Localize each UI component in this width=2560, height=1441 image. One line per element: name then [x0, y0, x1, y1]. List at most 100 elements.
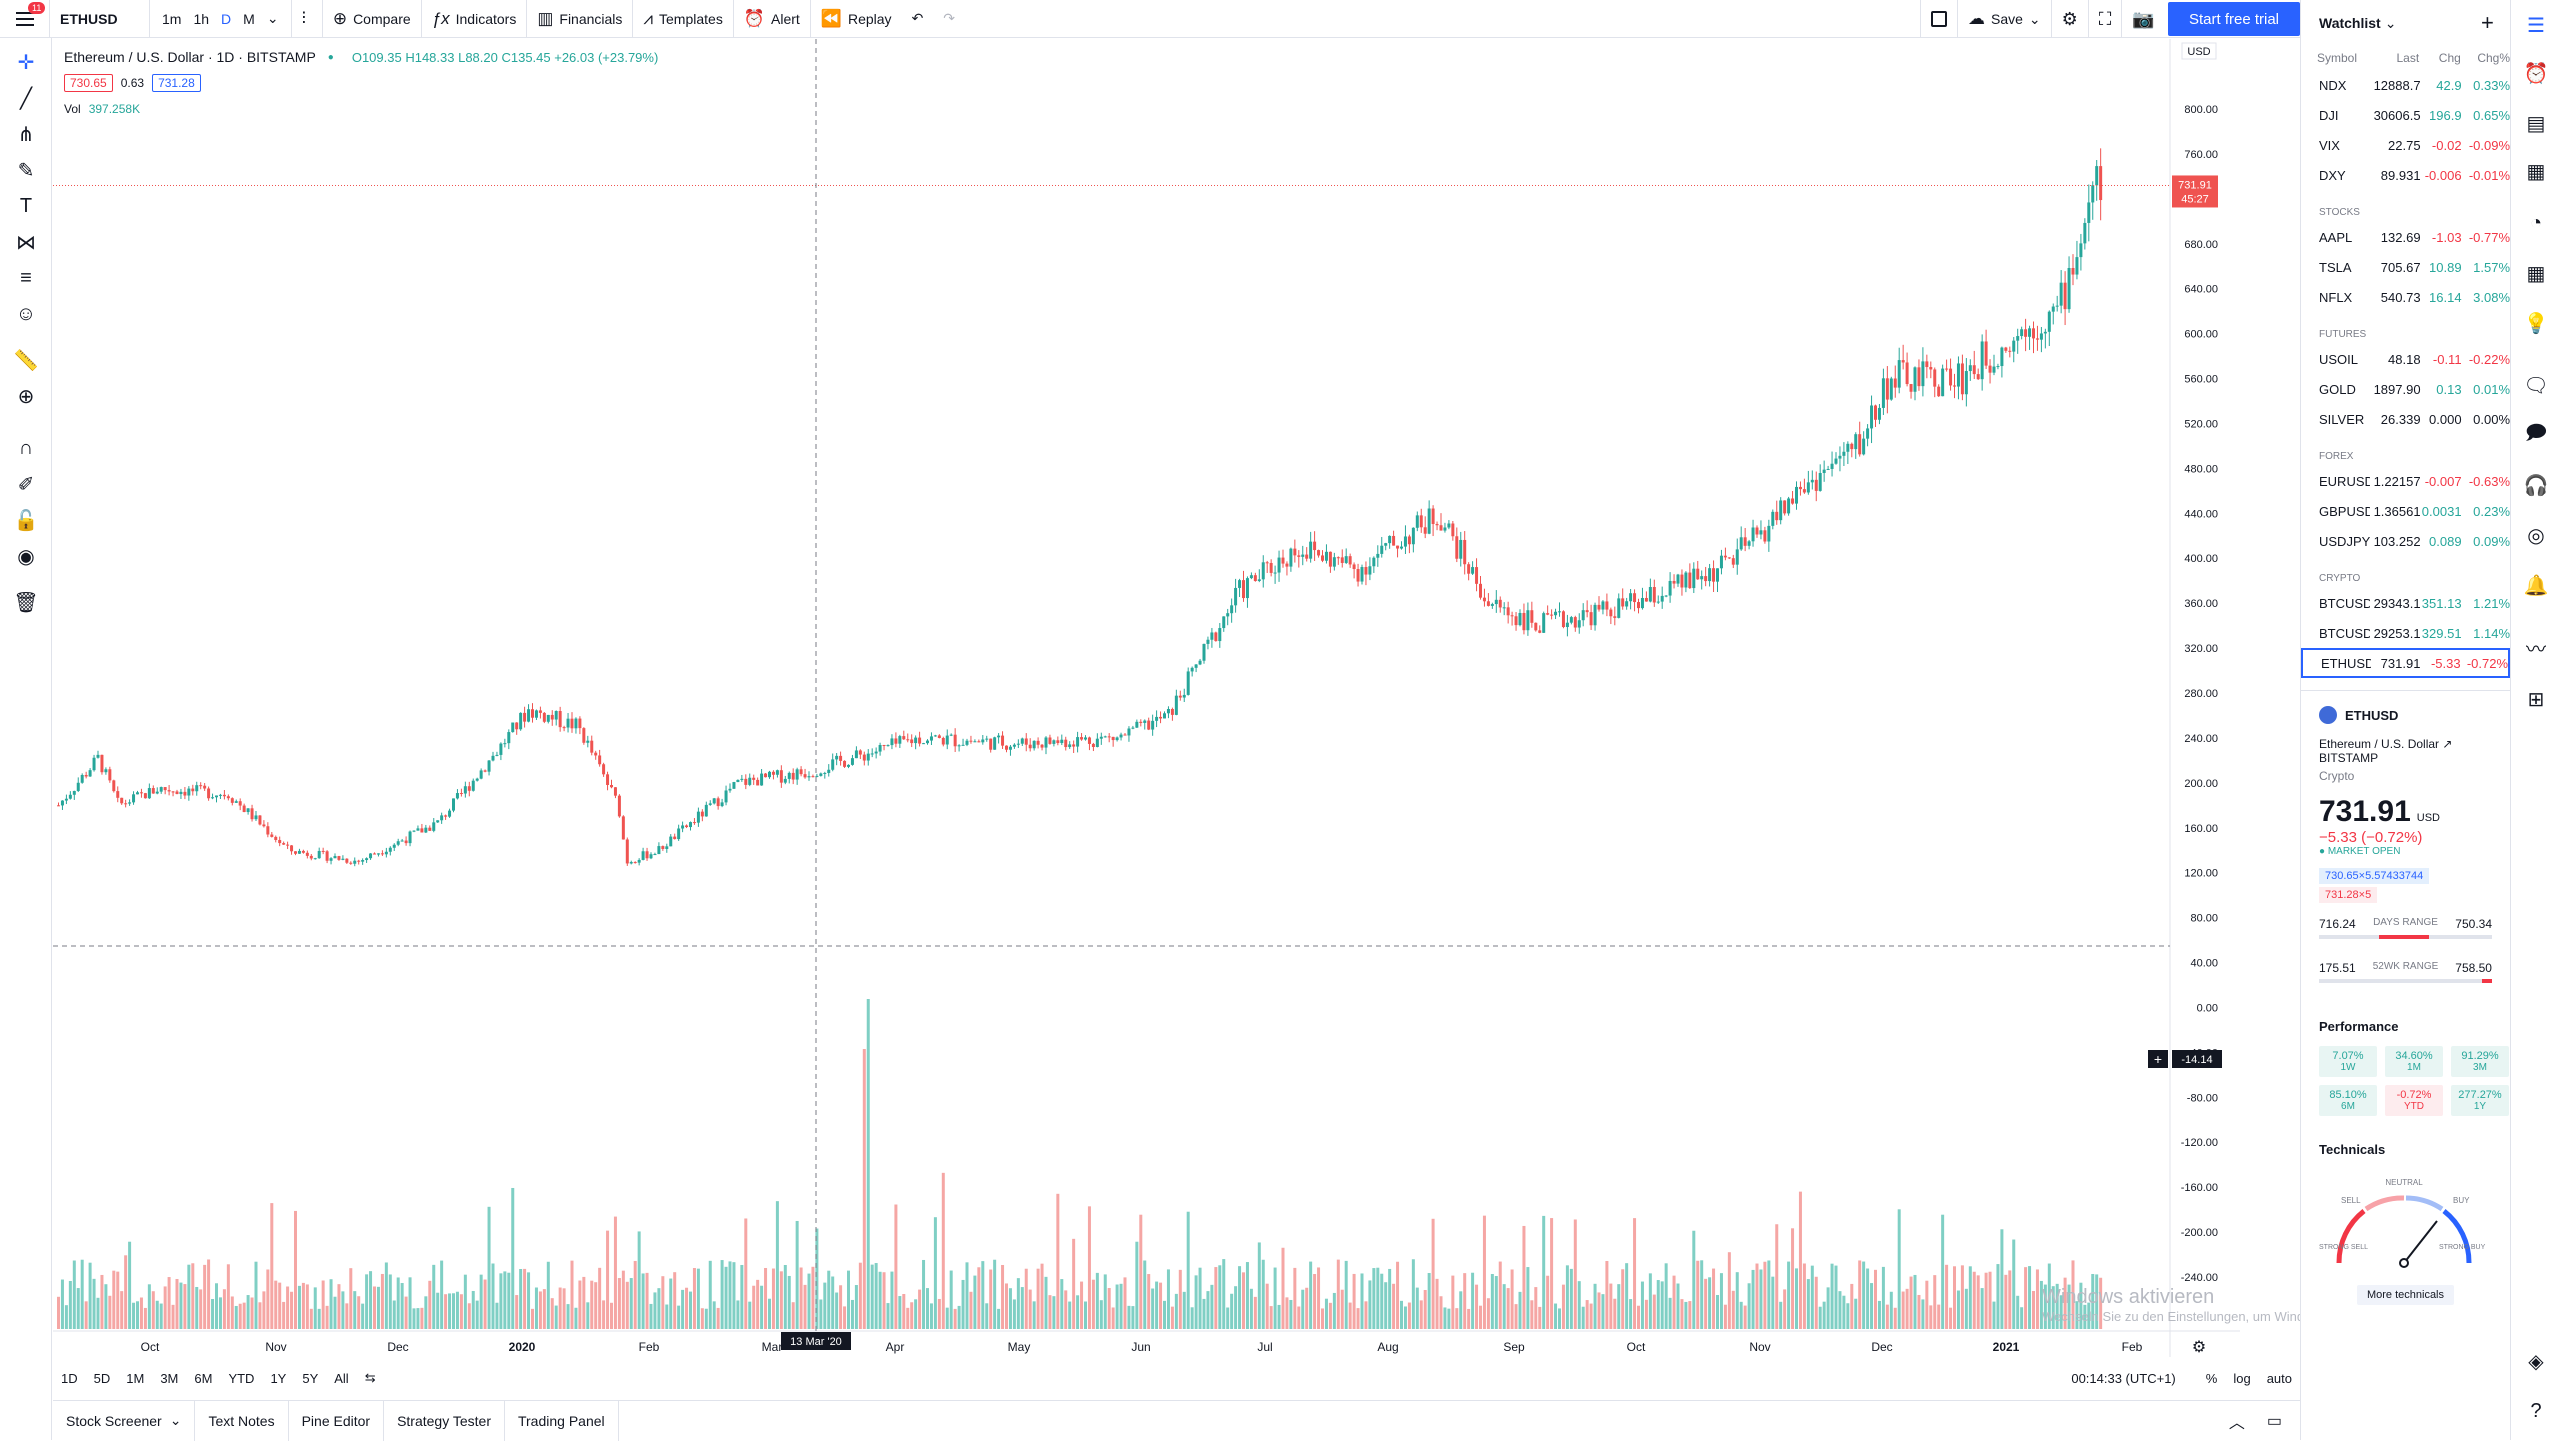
trend-line-icon[interactable]: ╱ [19, 87, 33, 110]
help-icon[interactable]: ? [2530, 1399, 2542, 1422]
price-chart[interactable]: USD800.00760.00720.00680.00640.00600.005… [53, 39, 2240, 1357]
currency-box[interactable] [2181, 42, 2217, 60]
watchlist-section[interactable]: STOCKS [2319, 207, 2360, 218]
chart-type-button[interactable]: ⫶ [292, 0, 323, 38]
trading-icon[interactable]: 〰 [2526, 638, 2546, 661]
interval-1h[interactable]: 1h [193, 10, 210, 27]
financials-button[interactable]: ▥ Financials [527, 0, 634, 38]
axis-settings-icon[interactable]: ⚙ [2192, 1337, 2206, 1356]
magnet-icon[interactable]: ∩ [18, 436, 34, 459]
snapshot-button[interactable]: 📷 [2122, 0, 2164, 38]
compare-button[interactable]: ⊕ Compare [323, 0, 422, 38]
bid-price[interactable]: 730.65 [64, 74, 113, 92]
zoom-in-icon[interactable]: ⊕ [17, 385, 35, 408]
add-symbol-icon[interactable]: + [2481, 10, 2494, 35]
watchlist-row[interactable]: ETHUSD 731.91 -5.33 -0.72% [2301, 648, 2510, 678]
news-icon[interactable]: ▦ [2526, 160, 2546, 183]
data-window-icon[interactable]: ▤ [2526, 112, 2546, 135]
eye-icon[interactable]: ◉ [17, 545, 35, 568]
layers-icon[interactable]: ◈ [2528, 1350, 2544, 1373]
interval-dropdown-icon[interactable]: ⌄ [266, 10, 279, 26]
watchlist-row[interactable]: DXY 89.931 -0.006 -0.01% [2301, 160, 2510, 190]
layout-button[interactable] [1920, 0, 1958, 38]
percent-toggle[interactable]: % [2205, 1370, 2218, 1386]
watchlist-row[interactable]: USOIL 48.18 -0.11 -0.22% [2301, 344, 2510, 374]
chats-icon[interactable]: 🗨 [2523, 374, 2549, 397]
range-3m[interactable]: 3M [160, 1370, 179, 1386]
interval-m[interactable]: M [243, 10, 255, 27]
watchlist-section[interactable]: FUTURES [2319, 329, 2367, 340]
add-button-box[interactable] [2148, 1050, 2168, 1068]
range-all[interactable]: All [334, 1370, 349, 1386]
settings-button[interactable]: ⚙ [2052, 0, 2089, 38]
tab-pine-editor[interactable]: Pine Editor [289, 1400, 385, 1441]
indicators-button[interactable]: ƒx Indicators [422, 0, 528, 38]
range-1y[interactable]: 1Y [270, 1370, 287, 1386]
chevron-up-icon[interactable]: ︿ [2228, 1414, 2245, 1432]
watchlist-row[interactable]: BTCUSD 29343.1 351.13 1.21% [2301, 588, 2510, 618]
object-tree-icon[interactable]: ⊞ [2527, 688, 2545, 711]
watchlist-row[interactable]: TSLA 705.67 10.89 1.57% [2301, 252, 2510, 282]
menu-button[interactable]: 11 [0, 0, 50, 38]
ask-price[interactable]: 731.28 [152, 74, 201, 92]
watchlist-section[interactable]: FOREX [2319, 451, 2354, 462]
hotlist-icon[interactable]: ◔ [2529, 211, 2543, 234]
watchlist-row[interactable]: VIX 22.75 -0.02 -0.09% [2301, 130, 2510, 160]
start-trial-button[interactable]: Start free trial [2168, 2, 2300, 36]
watchlist-row[interactable]: AAPL 132.69 -1.03 -0.77% [2301, 222, 2510, 252]
watchlist-row[interactable]: GBPUSD 1.36561 0.0031 0.23% [2301, 496, 2510, 526]
replay-button[interactable]: ⏪ Replay [811, 0, 902, 38]
lock-drawing-icon[interactable]: ✐ [17, 473, 35, 496]
alerts-icon[interactable]: ⏰ [2523, 62, 2549, 85]
save-button[interactable]: ☁ Save ⌄ [1958, 0, 2052, 38]
private-chats-icon[interactable]: 🗩 [2524, 422, 2548, 444]
watchlist-row[interactable]: EURUSD 1.22157 -0.007 -0.63% [2301, 466, 2510, 496]
tab-strategy-tester[interactable]: Strategy Tester [384, 1400, 505, 1441]
redo-button[interactable]: ↷ [933, 0, 965, 38]
fullscreen-button[interactable]: ⛶ [2089, 0, 2123, 38]
range-1m[interactable]: 1M [126, 1370, 145, 1386]
crosshair-icon[interactable]: ✛ [17, 51, 35, 74]
goto-date-icon[interactable]: ⇆ [364, 1370, 376, 1385]
maximize-icon[interactable]: ▭ [2266, 1412, 2282, 1430]
templates-button[interactable]: ⩘ Templates [633, 0, 734, 38]
watchlist-row[interactable]: DJI 30606.5 196.9 0.65% [2301, 100, 2510, 130]
broadcast-icon[interactable]: ◎ [2527, 524, 2545, 547]
col-last[interactable]: Last [2396, 51, 2420, 65]
ideas-icon[interactable]: 💡 [2523, 312, 2549, 335]
more-technicals-button[interactable]: More technicals [2356, 1285, 2455, 1305]
pitchfork-icon[interactable]: ⋔ [17, 123, 35, 146]
col-symbol[interactable]: Symbol [2317, 51, 2358, 65]
auto-toggle[interactable]: auto [2266, 1370, 2292, 1386]
chevron-down-icon[interactable]: ⌄ [2384, 14, 2397, 31]
clock-time[interactable]: 00:14:33 (UTC+1) [2071, 1370, 2176, 1386]
pattern-icon[interactable]: ⋈ [16, 231, 36, 254]
notifications-icon[interactable]: 🔔 [2523, 574, 2549, 597]
tab-stock-screener[interactable]: Stock Screener ⌄ [53, 1400, 196, 1441]
brush-icon[interactable]: ✎ [17, 159, 35, 182]
interval-1m[interactable]: 1m [162, 10, 182, 27]
col-chg[interactable]: Chg [2438, 51, 2461, 65]
watchlist-row[interactable]: SILVER 26.339 0.000 0.00% [2301, 404, 2510, 434]
watchlist-row[interactable]: GOLD 1897.90 0.13 0.01% [2301, 374, 2510, 404]
watchlist-section[interactable]: CRYPTO [2319, 573, 2361, 584]
watchlist-row[interactable]: NFLX 540.73 16.14 3.08% [2301, 282, 2510, 312]
col-chg-pct[interactable]: Chg% [2477, 51, 2510, 65]
streams-icon[interactable]: 🎧 [2523, 474, 2549, 497]
emoji-icon[interactable]: ☺ [15, 302, 37, 325]
external-link-icon[interactable]: ↗ [2442, 737, 2453, 751]
watchlist-title[interactable]: Watchlist [2319, 15, 2381, 31]
range-ytd[interactable]: YTD [228, 1370, 255, 1386]
range-5y[interactable]: 5Y [302, 1370, 319, 1386]
text-icon[interactable]: T [19, 194, 33, 217]
lock-icon[interactable]: 🔓 [13, 509, 39, 532]
prediction-icon[interactable]: ≡ [20, 266, 32, 289]
interval-d[interactable]: D [221, 10, 232, 27]
plus-icon[interactable]: + [2154, 1051, 2162, 1067]
tab-text-notes[interactable]: Text Notes [195, 1400, 289, 1441]
trash-icon[interactable]: 🗑 [13, 591, 39, 614]
tab-trading-panel[interactable]: Trading Panel [505, 1400, 619, 1441]
alert-button[interactable]: ⏰ Alert [734, 0, 811, 38]
symbol-search[interactable]: ETHUSD [50, 0, 150, 38]
undo-button[interactable]: ↶ [902, 0, 934, 38]
